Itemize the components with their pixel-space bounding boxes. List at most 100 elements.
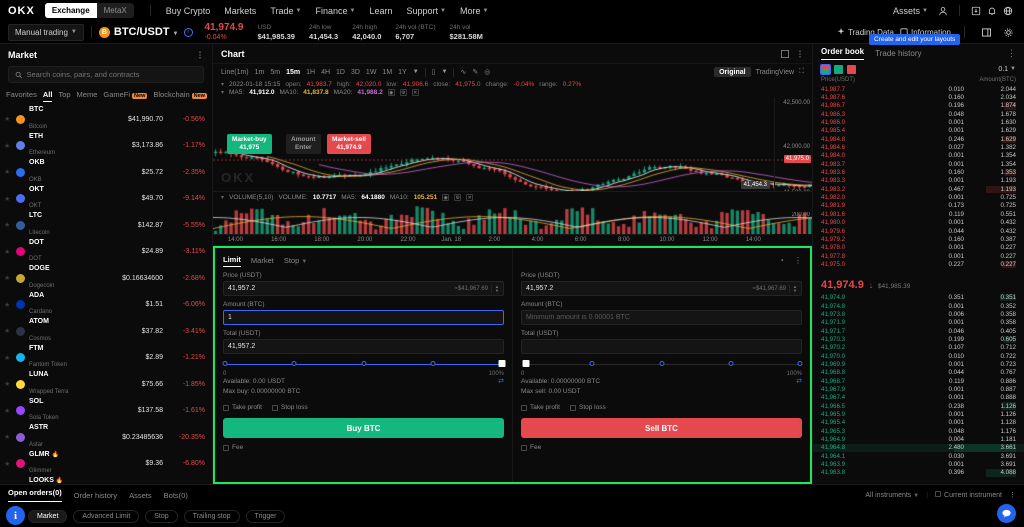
sell-total-field[interactable] xyxy=(521,339,802,354)
order-book-row[interactable]: 41,970.3 0.199 0.605 xyxy=(813,335,1024,343)
market-row[interactable]: ★ ASTR Astar $0.23485636 -20.35% xyxy=(0,424,212,451)
slider-node-75[interactable] xyxy=(728,361,733,366)
ma-settings-icon[interactable]: ⚙ xyxy=(400,89,407,96)
favorite-star-icon[interactable]: ★ xyxy=(4,301,12,309)
sell-fee-row[interactable]: Fee xyxy=(521,444,802,451)
order-book-row[interactable]: 41,977.8 0.001 0.227 xyxy=(813,252,1024,260)
market-row[interactable]: ★ ATOM Cosmos $37.82 -3.41% xyxy=(0,318,212,345)
buy-price-field[interactable]: ≈$41,967.69 ▲▼ xyxy=(223,281,504,296)
chevron-down-icon[interactable]: ▾ xyxy=(221,81,224,88)
chip-advanced-limit[interactable]: Advanced Limit xyxy=(73,510,139,523)
filter-blockchain[interactable]: Blockchain New xyxy=(153,90,207,101)
buy-submit-button[interactable]: Buy BTC xyxy=(223,418,504,438)
market-row[interactable]: ★ SOL Sola Token $137.58 -1.61% xyxy=(0,398,212,425)
market-row[interactable]: ★ DOGE Dogecoin $0.16634600 -2.68% xyxy=(0,265,212,292)
order-book-row[interactable]: 41,983.2 0.467 1.193 xyxy=(813,185,1024,193)
display-mode-both-icon[interactable] xyxy=(821,65,830,74)
chip-trailing-stop[interactable]: Trailing stop xyxy=(184,510,240,523)
market-menu-icon[interactable] xyxy=(196,51,204,59)
fullscreen-icon[interactable] xyxy=(781,50,789,58)
tab-trade-history[interactable]: Trade history xyxy=(875,49,921,58)
order-book-row[interactable]: 41,966.5 0.238 1.126 xyxy=(813,402,1024,410)
order-book-row[interactable]: 41,967.4 0.001 0.888 xyxy=(813,394,1024,402)
order-book-row[interactable]: 41,986.3 0.048 1.678 xyxy=(813,110,1024,118)
order-book-row[interactable]: 41,963.9 0.001 3.691 xyxy=(813,460,1024,468)
nav-buy-crypto[interactable]: Buy Crypto xyxy=(159,6,218,16)
tf-1w[interactable]: 1W xyxy=(366,69,377,76)
chip-stop[interactable]: Stop xyxy=(145,510,177,523)
order-book-row[interactable]: 41,979.2 0.160 0.387 xyxy=(813,235,1024,243)
order-book-row[interactable]: 41,971.9 0.001 0.358 xyxy=(813,319,1024,327)
favorite-star-icon[interactable]: ★ xyxy=(4,168,12,176)
order-book-row[interactable]: 41,970.2 0.107 0.712 xyxy=(813,344,1024,352)
instruments-selector[interactable]: All instruments ▼ xyxy=(865,492,919,499)
chip-trigger[interactable]: Trigger xyxy=(246,510,286,523)
order-book-row[interactable]: 41,964.9 0.004 1.181 xyxy=(813,435,1024,443)
buy-amount-slider[interactable] xyxy=(225,361,502,370)
nav-finance[interactable]: Finance ▼ xyxy=(308,6,362,16)
filter-top[interactable]: Top xyxy=(58,90,70,101)
close-icon[interactable]: ✕ xyxy=(412,89,419,96)
tab-order-history[interactable]: Order history xyxy=(74,491,117,500)
chart-plot-area[interactable]: 42,500.00 42,000.00 41,500.00 41,975.0 4… xyxy=(213,98,812,191)
nav-trade[interactable]: Trade ▼ xyxy=(263,6,308,16)
buy-amount-field[interactable] xyxy=(223,310,504,325)
order-book-row[interactable]: 41,964.8 2.480 3.661 xyxy=(813,444,1024,452)
market-row[interactable]: ★ LTC Litecoin $142.87 -5.55% xyxy=(0,212,212,239)
info-icon[interactable]: i xyxy=(184,28,193,37)
nav-learn[interactable]: Learn xyxy=(362,6,399,16)
tf-1m[interactable]: 1m xyxy=(255,69,265,76)
chevron-down-icon[interactable]: ▾ xyxy=(221,194,224,201)
manual-trading-selector[interactable]: Manual trading ▼ xyxy=(8,24,84,41)
tab-order-book[interactable]: Order book xyxy=(821,47,864,60)
favorite-star-icon[interactable]: ★ xyxy=(4,274,12,282)
tf-1h[interactable]: 1H xyxy=(306,69,315,76)
order-book-row[interactable]: 41,981.6 0.119 0.551 xyxy=(813,210,1024,218)
expand-icon[interactable]: ⛶ xyxy=(799,68,804,76)
bottom-menu-icon[interactable]: ⋮ xyxy=(1009,491,1016,499)
bell-icon[interactable] xyxy=(984,3,1000,19)
favorite-star-icon[interactable]: ★ xyxy=(4,115,12,123)
slider-node-100[interactable] xyxy=(798,361,803,366)
slider-handle[interactable] xyxy=(522,360,529,367)
buy-price-input[interactable] xyxy=(228,285,452,292)
candle-type-icon[interactable]: ▯ xyxy=(432,68,436,76)
favorite-star-icon[interactable]: ★ xyxy=(4,142,12,150)
market-buy-overlay[interactable]: Market-buy 41,975 xyxy=(227,134,272,154)
settings-icon[interactable]: ◎ xyxy=(484,68,490,76)
order-book-menu-icon[interactable]: ⋮ xyxy=(1007,48,1016,59)
order-book-row[interactable]: 41,965.9 0.001 1.126 xyxy=(813,410,1024,418)
favorite-star-icon[interactable]: ★ xyxy=(4,354,12,362)
tab-market[interactable]: Market xyxy=(251,256,274,265)
order-book-row[interactable]: 41,975.0 0.227 0.227 xyxy=(813,260,1024,268)
chevron-down-icon[interactable]: ▾ xyxy=(221,89,224,96)
order-book-row[interactable]: 41,986.7 0.196 1.874 xyxy=(813,102,1024,110)
sell-stop-loss-checkbox[interactable]: Stop loss xyxy=(570,404,606,411)
chip-market[interactable]: Market xyxy=(28,510,67,523)
order-book-row[interactable]: 41,968.7 0.119 0.886 xyxy=(813,377,1024,385)
sell-price-field[interactable]: ≈$41,967.69 ▲▼ xyxy=(521,281,802,296)
asks-list[interactable]: 41,987.7 0.010 2.044 41,987.6 0.160 2.034 41,9… xyxy=(813,85,1024,276)
drawing-tool-icon[interactable]: ✎ xyxy=(472,68,478,76)
market-row[interactable]: ★ DOT DOT $24.89 -3.11% xyxy=(0,239,212,266)
pair-selector[interactable]: BTC/USDT ▼ xyxy=(114,26,179,38)
sell-price-input[interactable] xyxy=(526,285,750,292)
tf-1d[interactable]: 1D xyxy=(336,69,345,76)
order-book-row[interactable]: 41,983.7 0.001 1.354 xyxy=(813,160,1024,168)
order-book-row[interactable]: 41,984.0 0.001 1.354 xyxy=(813,152,1024,160)
favorite-star-icon[interactable]: ★ xyxy=(4,460,12,468)
chevron-down-icon[interactable]: ▼ xyxy=(413,69,419,75)
buy-total-field[interactable] xyxy=(223,339,504,354)
order-book-row[interactable]: 41,965.3 0.048 1.176 xyxy=(813,427,1024,435)
order-book-row[interactable]: 41,984.6 0.027 1.382 xyxy=(813,143,1024,151)
order-book-row[interactable]: 41,967.9 0.001 0.887 xyxy=(813,385,1024,393)
filter-favorites[interactable]: Favorites xyxy=(6,90,37,101)
nav-support[interactable]: Support ▼ xyxy=(399,6,452,16)
order-book-row[interactable]: 41,973.8 0.006 0.358 xyxy=(813,310,1024,318)
tab-open-orders[interactable]: Open orders(0) xyxy=(8,488,62,502)
favorite-star-icon[interactable]: ★ xyxy=(4,407,12,415)
eye-icon[interactable]: ◉ xyxy=(388,89,395,96)
nav-markets[interactable]: Markets xyxy=(217,6,263,16)
slider-node-0[interactable] xyxy=(223,361,228,366)
download-icon[interactable] xyxy=(968,3,984,19)
